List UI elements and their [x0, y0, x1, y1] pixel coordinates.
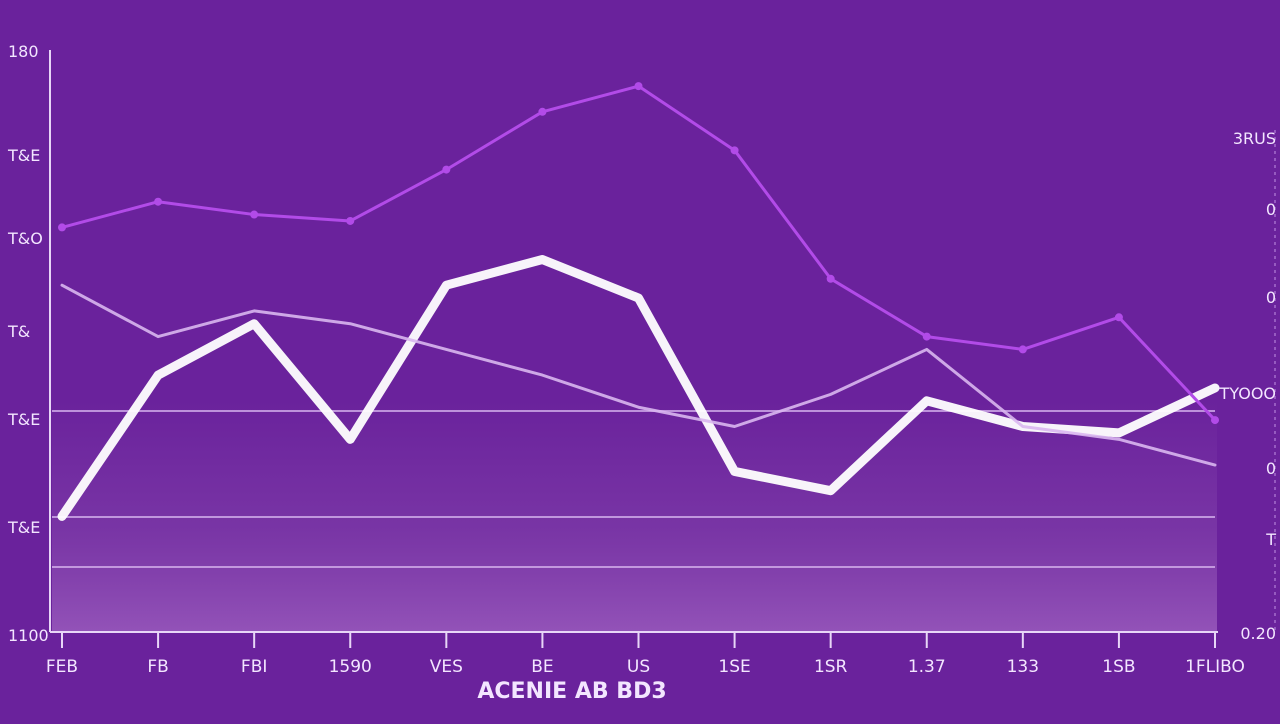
- x-axis-label: ACENIE AB BD3: [477, 679, 666, 704]
- x-tick-label: 1SR: [814, 657, 848, 677]
- x-tick-label: 1SB: [1102, 657, 1135, 677]
- data-point: [538, 107, 547, 116]
- grid-layer: [52, 410, 1215, 568]
- x-tick-label: FB: [147, 657, 168, 677]
- data-point: [250, 210, 259, 219]
- x-tick-label: 133: [1007, 657, 1039, 677]
- y-tick-label-right: 0: [1266, 200, 1276, 219]
- data-point: [442, 165, 451, 174]
- data-point: [1114, 313, 1123, 322]
- x-tick-labels: FEB FB FBI 1590 VES BE US 1SE 1SR 1.37 133 1SB 1FLIB…: [46, 632, 1245, 677]
- data-point: [730, 146, 739, 155]
- x-tick-label: FBI: [241, 657, 267, 677]
- x-tick-label: US: [627, 657, 650, 677]
- y-tick-label-right: 0.20: [1240, 624, 1276, 643]
- data-point: [922, 332, 931, 341]
- data-point: [1211, 416, 1219, 425]
- y-tick-label: T&: [7, 322, 30, 341]
- x-tick-label: 1590: [329, 657, 372, 677]
- y-tick-label: 1100: [8, 626, 49, 645]
- y-tick-label-right: 0: [1266, 288, 1276, 307]
- data-point: [154, 197, 163, 206]
- y-tick-label-right: 0: [1266, 459, 1276, 478]
- series-layer: [57, 82, 1220, 521]
- data-point: [346, 216, 355, 225]
- y-tick-labels-right: 3RUS 0 0 TYOOO 0 T 0.20: [1219, 129, 1277, 643]
- series-line-2: [60, 84, 1217, 422]
- y-tick-label: T&E: [7, 518, 40, 537]
- data-point: [58, 223, 66, 232]
- x-tick-label: VES: [430, 657, 463, 677]
- y-tick-labels-left: 1100 T&E T&E T&T&O T&E 180: [7, 42, 49, 645]
- y-tick-label: T&E: [7, 146, 40, 165]
- y-tick-label: 180: [8, 42, 39, 61]
- y-tick-label-right: TYOOO: [1219, 384, 1276, 403]
- y-tick-label-right: 3RUS: [1233, 129, 1276, 148]
- data-point: [826, 274, 835, 283]
- series-line-3: [60, 283, 1217, 467]
- x-tick-label: 1FLIBO: [1185, 657, 1245, 677]
- x-tick-label: 1SE: [718, 657, 750, 677]
- x-tick-label: 1.37: [908, 657, 946, 677]
- y-tick-label: T&E: [7, 410, 40, 429]
- y-tick-label-right: T: [1265, 530, 1276, 549]
- data-point: [634, 82, 643, 91]
- x-tick-label: BE: [531, 657, 553, 677]
- y-tick-label: T&O: [7, 229, 43, 248]
- x-tick-label: FEB: [46, 657, 78, 677]
- data-point: [1018, 345, 1027, 354]
